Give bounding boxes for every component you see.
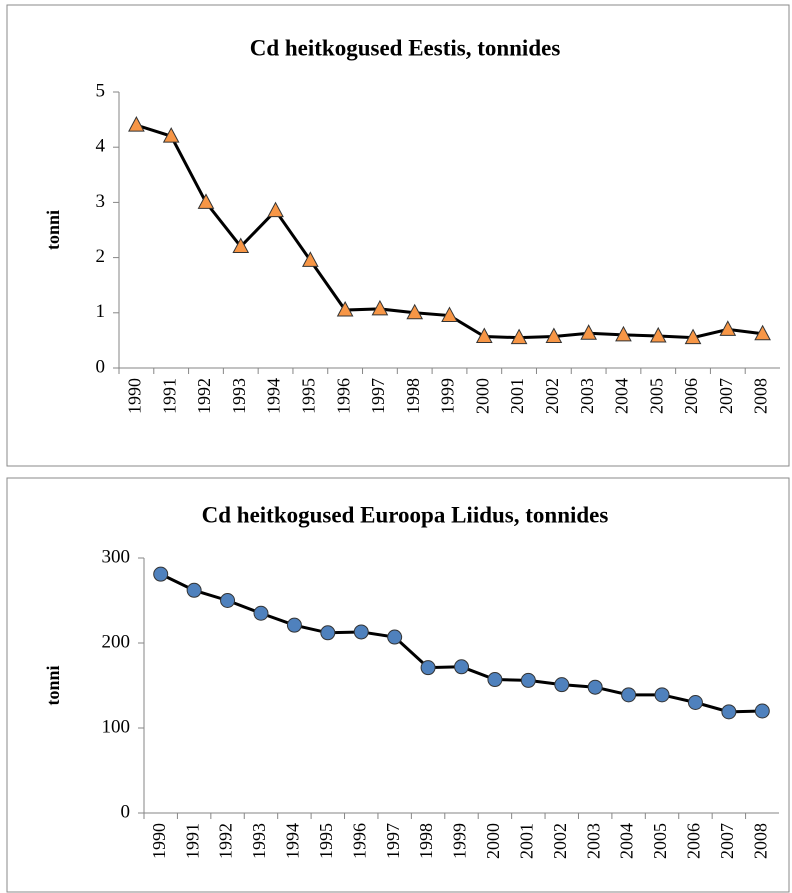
x-tick-label: 1993 <box>229 378 249 414</box>
y-tick-label: 200 <box>102 631 131 652</box>
x-tick-label: 2005 <box>650 823 670 859</box>
x-tick-label: 2000 <box>483 823 503 859</box>
x-tick-label: 1992 <box>216 823 236 859</box>
data-point <box>267 201 284 218</box>
data-point <box>580 324 597 340</box>
x-tick-label: 2005 <box>646 378 666 414</box>
y-tick-label: 2 <box>96 246 106 267</box>
data-point <box>510 328 528 345</box>
data-point <box>153 566 169 582</box>
chart-title: Cd heitkogused Euroopa Liidus, tonnides <box>202 502 609 527</box>
x-tick-label: 1991 <box>159 378 179 414</box>
data-point <box>302 251 319 267</box>
data-point <box>253 605 269 621</box>
data-point <box>128 116 145 132</box>
x-tick-label: 2003 <box>583 823 603 859</box>
data-point <box>654 687 670 703</box>
data-point <box>754 324 771 341</box>
data-point <box>420 660 436 676</box>
y-tick-label: 1 <box>96 301 106 322</box>
y-tick-label: 5 <box>96 80 106 101</box>
data-point <box>353 624 369 640</box>
y-tick-label: 0 <box>96 356 106 377</box>
x-tick-label: 1990 <box>125 378 145 414</box>
x-tick-label: 2004 <box>612 378 632 414</box>
x-tick-label: 1999 <box>450 823 470 859</box>
data-point <box>387 629 403 645</box>
data-point <box>232 237 250 254</box>
data-point <box>371 299 389 316</box>
y-axis-label: tonni <box>43 665 63 705</box>
data-point <box>719 320 737 336</box>
x-tick-label: 2006 <box>681 378 701 414</box>
data-point <box>520 672 536 688</box>
data-point <box>320 625 336 641</box>
data-point <box>621 687 637 703</box>
x-tick-label: 1993 <box>249 823 269 859</box>
x-tick-label: 1999 <box>438 378 458 414</box>
data-point <box>649 326 667 343</box>
data-point <box>615 325 632 342</box>
x-tick-label: 1994 <box>283 823 303 859</box>
x-tick-label: 1990 <box>149 823 169 859</box>
data-point <box>454 659 469 675</box>
data-point <box>441 306 458 323</box>
x-tick-label: 2000 <box>472 378 492 414</box>
chart-frame <box>6 477 790 893</box>
chart-title: Cd heitkogused Eestis, tonnides <box>250 35 561 60</box>
x-tick-label: 1991 <box>182 823 202 859</box>
y-tick-label: 0 <box>121 801 131 822</box>
x-tick-label: 1998 <box>416 823 436 859</box>
x-tick-label: 2001 <box>507 378 527 414</box>
y-tick-label: 4 <box>96 136 106 157</box>
data-point <box>684 328 702 345</box>
data-point <box>587 679 603 695</box>
data-point <box>754 703 770 719</box>
data-point <box>406 303 424 320</box>
x-tick-label: 1997 <box>368 378 388 414</box>
x-tick-label: 2001 <box>516 823 536 859</box>
data-point <box>286 617 302 633</box>
x-tick-label: 1994 <box>264 378 284 414</box>
x-tick-label: 2008 <box>750 823 770 859</box>
data-point <box>162 127 180 143</box>
x-tick-label: 2002 <box>550 823 570 859</box>
x-tick-label: 2007 <box>716 378 736 414</box>
x-tick-label: 2007 <box>717 823 737 859</box>
chart-frame <box>6 4 790 467</box>
data-point <box>475 327 493 344</box>
y-axis-label: tonni <box>43 210 63 250</box>
y-tick-label: 3 <box>96 191 106 212</box>
x-tick-label: 1998 <box>403 378 423 414</box>
data-point <box>545 327 563 344</box>
x-tick-label: 2004 <box>617 823 637 859</box>
data-point <box>487 672 503 688</box>
data-point <box>197 193 215 209</box>
x-tick-label: 2006 <box>684 823 704 859</box>
data-point <box>336 300 354 317</box>
x-tick-label: 2002 <box>542 378 562 414</box>
x-tick-label: 2008 <box>751 378 771 414</box>
y-tick-label: 300 <box>102 546 131 567</box>
data-point <box>721 704 737 720</box>
x-tick-label: 1996 <box>349 823 369 859</box>
x-tick-label: 1995 <box>298 378 318 414</box>
x-tick-label: 1997 <box>383 823 403 859</box>
y-tick-label: 100 <box>102 716 131 737</box>
data-point <box>554 677 570 693</box>
x-tick-label: 1995 <box>316 823 336 859</box>
x-tick-label: 2003 <box>577 378 597 414</box>
x-tick-label: 1996 <box>333 378 353 414</box>
data-point <box>186 582 202 598</box>
data-point <box>687 695 703 710</box>
data-point <box>220 593 236 608</box>
x-tick-label: 1992 <box>194 378 214 414</box>
